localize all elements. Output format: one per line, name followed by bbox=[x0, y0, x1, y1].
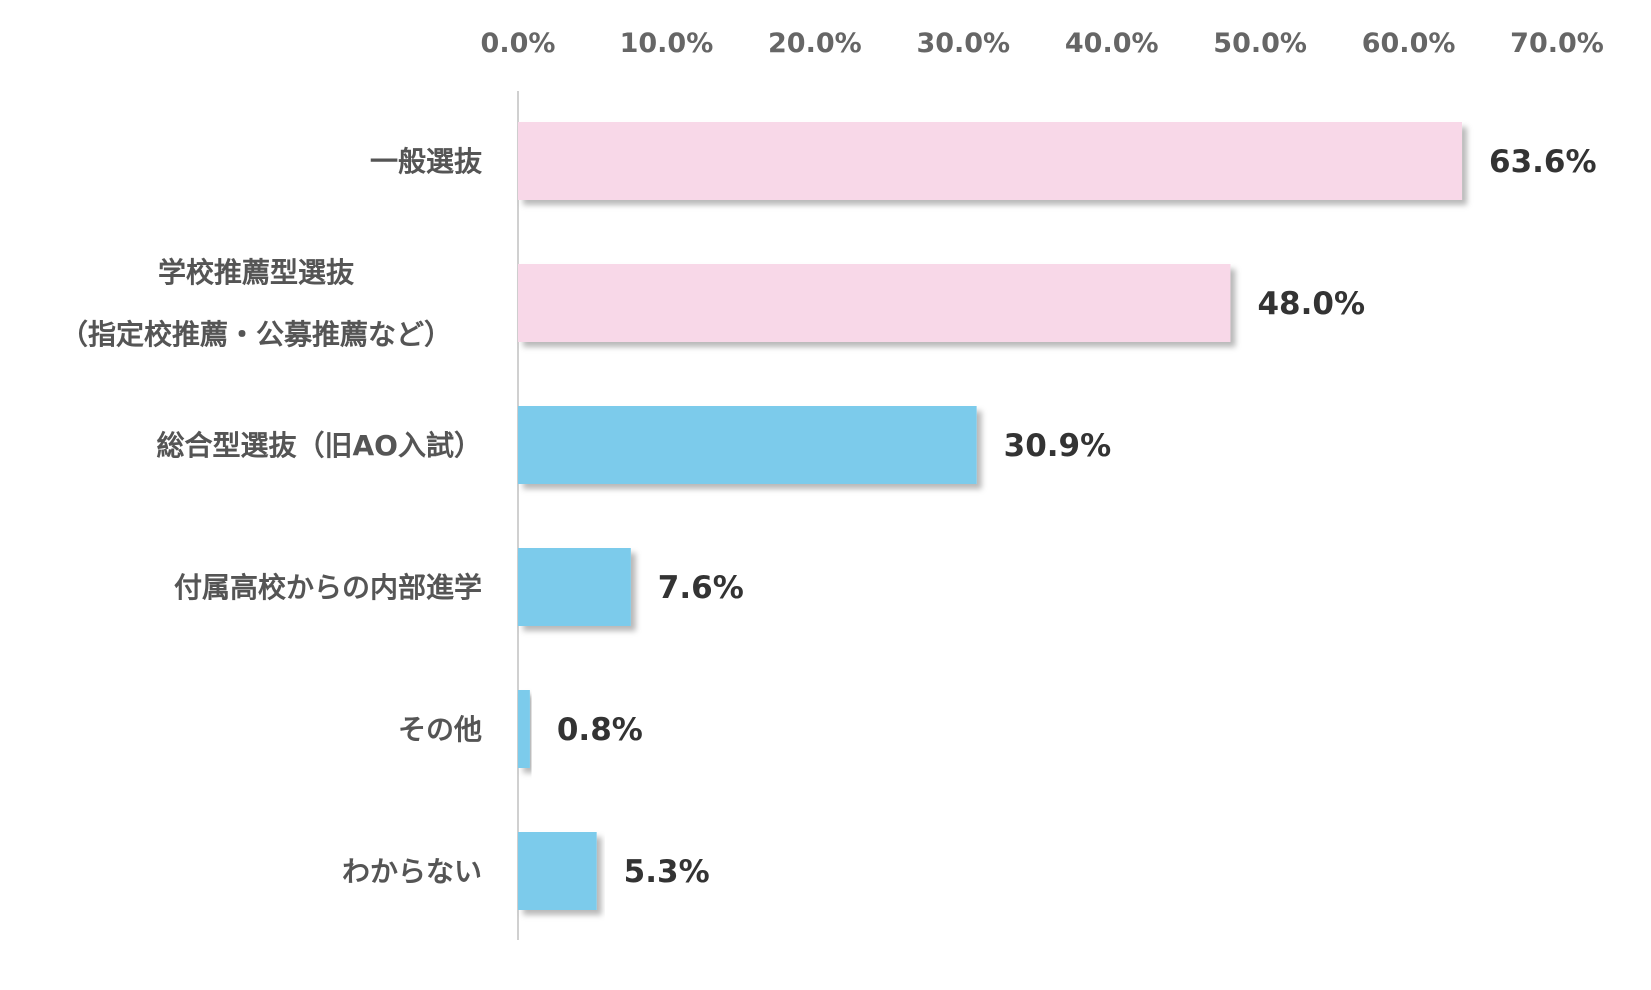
data-label: 48.0% bbox=[1257, 286, 1365, 322]
bar bbox=[518, 406, 977, 484]
data-label: 0.8% bbox=[557, 712, 643, 748]
x-tick-label: 40.0% bbox=[1065, 28, 1159, 59]
category-label: 付属高校からの内部進学 bbox=[174, 571, 482, 604]
x-tick-label: 0.0% bbox=[481, 28, 556, 59]
category-label: 一般選抜 bbox=[370, 145, 483, 178]
data-label: 5.3% bbox=[624, 854, 710, 890]
x-tick-label: 30.0% bbox=[916, 28, 1010, 59]
value-labels: 63.6% 48.0% 30.9% 7.6% 0.8% 5.3% bbox=[557, 144, 1597, 890]
data-label: 30.9% bbox=[1004, 428, 1112, 464]
x-tick-label: 70.0% bbox=[1510, 28, 1604, 59]
bar bbox=[518, 690, 530, 768]
category-label: 学校推薦型選抜 bbox=[158, 256, 355, 289]
category-label: わからない bbox=[342, 855, 482, 888]
category-label: 総合型選抜（旧AO入試） bbox=[157, 429, 482, 462]
category-label: その他 bbox=[398, 713, 482, 746]
x-tick-label: 20.0% bbox=[768, 28, 862, 59]
bar bbox=[518, 832, 597, 910]
bar bbox=[518, 122, 1463, 200]
x-tick-label: 60.0% bbox=[1362, 28, 1456, 59]
x-axis-ticks: 0.0% 10.0% 20.0% 30.0% 40.0% 50.0% 60.0% 70.0% bbox=[481, 28, 1604, 59]
bar bbox=[518, 264, 1231, 342]
data-label: 7.6% bbox=[658, 570, 744, 606]
x-tick-label: 10.0% bbox=[620, 28, 714, 59]
bars-group bbox=[518, 122, 1463, 910]
data-label: 63.6% bbox=[1489, 144, 1597, 180]
bar bbox=[518, 548, 631, 626]
x-tick-label: 50.0% bbox=[1213, 28, 1307, 59]
category-label: （指定校推薦・公募推薦など） bbox=[60, 318, 452, 351]
